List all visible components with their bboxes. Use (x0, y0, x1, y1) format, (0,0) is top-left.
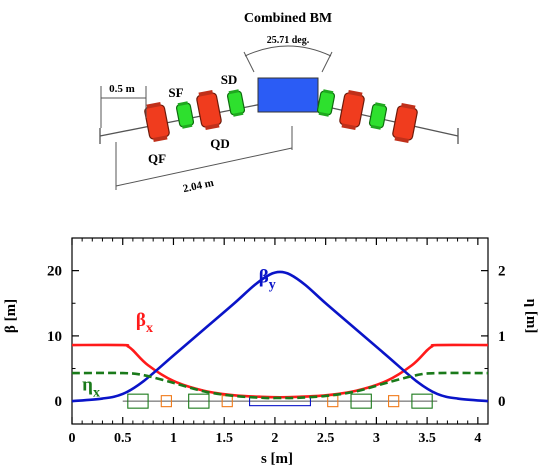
curve-y-1 (71, 270, 489, 403)
qf-magnet-right (392, 103, 418, 143)
series-label-2: ηx (82, 375, 100, 401)
right-tick-label: 2 (498, 264, 506, 280)
left-axis-ticks: 0 10 20 (47, 264, 79, 410)
optics-curves (71, 270, 489, 403)
dim-204-line (115, 147, 293, 187)
lattice-sext-box (388, 395, 400, 408)
label-sd: SD (221, 72, 238, 87)
curve-x-0 (71, 343, 489, 399)
left-tick-label: 10 (47, 329, 62, 345)
lattice-quad-box (350, 393, 372, 409)
optics-plot: 0 0.5 1 1.5 2 2.5 3 3.5 4 0 10 20 0 1 2 βx βy ηx s [m]… (3, 237, 539, 467)
angle-guide-left (243, 51, 255, 73)
sf-magnet (175, 101, 195, 129)
curve-labels: βx βy ηx (82, 266, 276, 400)
left-axis-label: β [m] (3, 299, 19, 333)
lattice-schematic: Combined BM 25.71 deg. 0.5 m 2.04 m SF S… (99, 11, 459, 195)
label-qd: QD (210, 136, 230, 151)
x-tick-label: 0.5 (114, 431, 132, 446)
right-axis-label: η [m] (523, 299, 539, 334)
angle-label: 25.71 deg. (267, 35, 310, 46)
angle-guide-right (321, 51, 333, 73)
label-sf: SF (168, 85, 183, 100)
qf-magnet (144, 102, 170, 142)
left-tick-label: 20 (47, 264, 62, 280)
plot-frame (71, 237, 489, 425)
sd-magnet-right (316, 89, 336, 117)
schematic-title: Combined BM (244, 11, 332, 26)
curve-x-2 (71, 371, 489, 400)
lattice-quad-box (411, 393, 433, 409)
series-label-1: βy (259, 266, 276, 292)
combined-bend-magnet (257, 77, 319, 113)
x-tick-label: 2 (271, 431, 278, 446)
label-qf: QF (148, 151, 166, 166)
series-label-0: βx (136, 310, 153, 336)
qd-magnet (196, 90, 222, 130)
x-tick-label: 1.5 (215, 431, 233, 446)
sd-magnet (226, 89, 246, 117)
qd-magnet-right (339, 90, 365, 130)
lattice-quad-box (188, 393, 210, 409)
right-tick-label: 0 (498, 394, 506, 410)
angle-arc (244, 45, 332, 57)
x-tick-label: 4 (474, 431, 481, 446)
lattice-sext-box (160, 395, 172, 408)
x-tick-label: 3 (373, 431, 380, 446)
x-tick-label: 2.5 (317, 431, 335, 446)
x-tick-label: 0 (69, 431, 76, 446)
right-tick-label: 1 (498, 329, 506, 345)
x-tick-label: 1 (170, 431, 177, 446)
x-axis-label: s [m] (261, 451, 293, 467)
beamline-right (313, 103, 459, 137)
x-axis-ticks: 0 0.5 1 1.5 2 2.5 3 3.5 4 (69, 238, 481, 446)
lattice-quad-box (127, 393, 149, 409)
sf-magnet-right (368, 102, 388, 130)
right-axis-ticks: 0 1 2 (481, 264, 506, 410)
dim-05-label: 0.5 m (109, 83, 135, 95)
x-tick-label: 3.5 (418, 431, 436, 446)
left-tick-label: 0 (55, 394, 63, 410)
dim-204-label: 2.04 m (182, 177, 215, 195)
